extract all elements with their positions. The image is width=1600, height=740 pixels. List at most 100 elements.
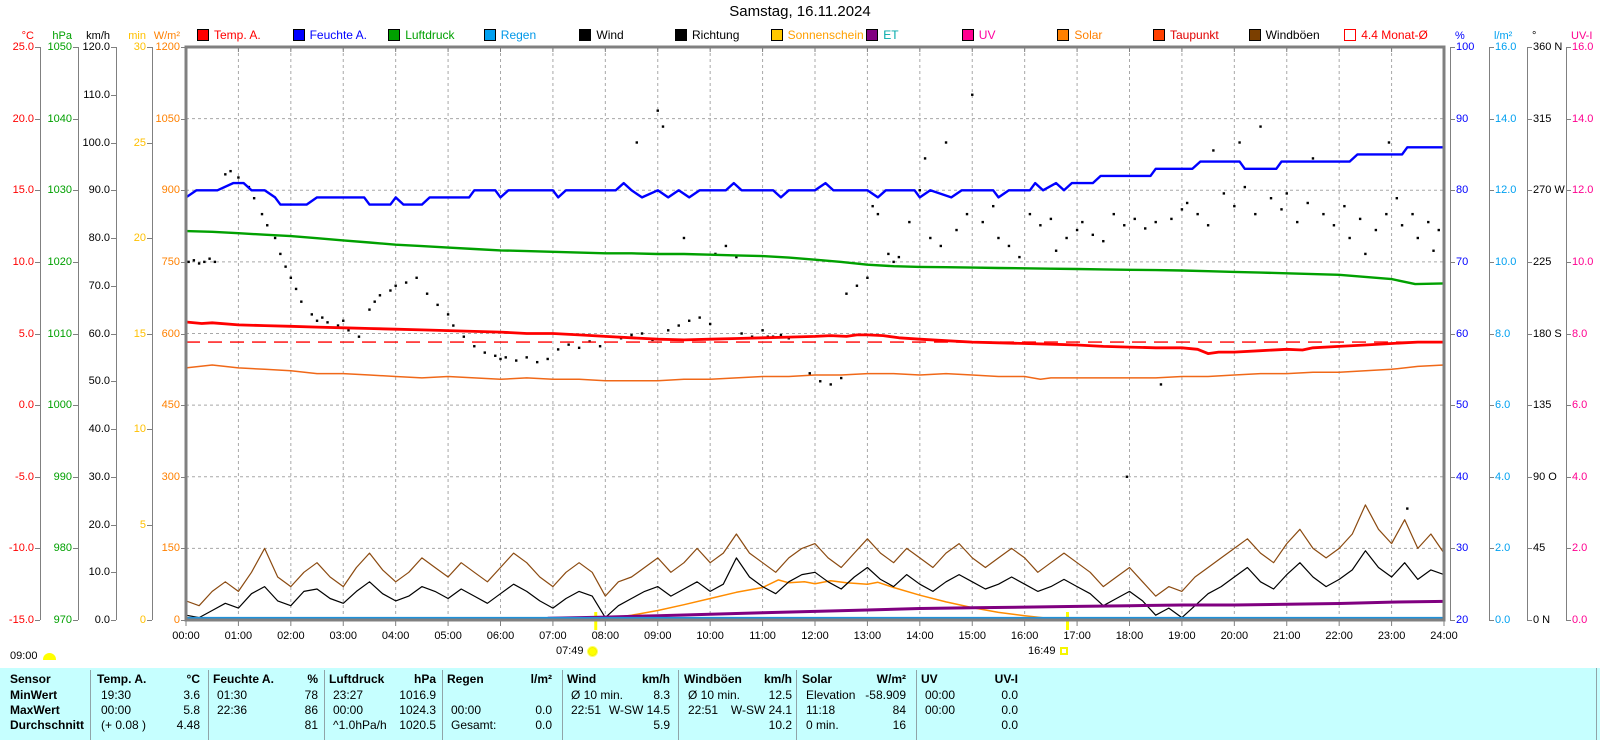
table-cell-value: 1016.9 (399, 688, 436, 702)
axis-tick (1527, 548, 1532, 550)
axis-label-km/h: 80.0 (88, 232, 110, 244)
axis-tick (1566, 333, 1571, 335)
stats-column-separator (796, 670, 797, 740)
axis-tick (1527, 261, 1532, 263)
axis-label-%: 20 (1456, 614, 1469, 626)
axis-tick (111, 47, 116, 48)
table-cell-value: -58.909 (865, 688, 906, 702)
axis-line-min (152, 47, 153, 620)
axis-tick (1566, 405, 1571, 407)
table-col-name: Luftdruck (329, 672, 385, 686)
axis-tick (73, 118, 78, 120)
table-cell-time: 22:36 (217, 703, 248, 717)
legend-label: Wind (596, 27, 624, 42)
axis-line-°C (40, 47, 41, 620)
table-cell-value: 16 (892, 718, 906, 732)
legend-swatch-icon (292, 28, 305, 41)
axis-label-hPa: 1020 (47, 255, 72, 268)
table-cell-value: W-SW 24.1 (730, 703, 792, 717)
axis-tick (1450, 620, 1455, 621)
x-tick-label: 09:00 (643, 630, 672, 642)
axis-label-km/h: 20.0 (88, 518, 110, 531)
table-cell-value: 81 (304, 718, 318, 732)
axis-tick (1450, 405, 1455, 407)
series-wind (186, 550, 1444, 619)
legend-item-taupunkt: Taupunkt (1153, 27, 1219, 42)
axis-label-hPa: 1010 (47, 327, 72, 340)
sunset-note: 16:49 (1028, 645, 1068, 657)
series-windb-en (186, 504, 1444, 607)
axis-tick (181, 620, 186, 621)
legend-item-regen: Regen (483, 27, 537, 42)
axis-tick (73, 261, 78, 263)
legend-swatch-icon (675, 28, 687, 41)
legend-label: Regen (500, 27, 537, 42)
legend-label: Solar (1074, 27, 1103, 42)
table-cell-value: 0.0 (535, 703, 552, 717)
axis-tick (35, 190, 40, 192)
axis-label-hPa: 980 (53, 542, 72, 555)
axis-tick (1527, 476, 1532, 478)
table-cell-time: Ø 10 min. (688, 688, 741, 702)
axis-tick (35, 548, 40, 550)
axis-tick (147, 238, 152, 239)
x-tick-label: 17:00 (1063, 630, 1091, 642)
stats-right-edge (1596, 668, 1597, 740)
table-col-name: Solar (802, 672, 833, 686)
axis-label-°: 270 W (1533, 184, 1565, 197)
axis-tick (1527, 620, 1532, 621)
x-tick-label: 01:00 (224, 630, 253, 642)
x-tick-label: 11:00 (749, 630, 776, 642)
stats-column-separator (90, 670, 91, 740)
legend-swatch-icon (1057, 28, 1070, 41)
axis-label-hPa: 1030 (47, 184, 72, 197)
legend-item-4-4-monat-: 4.4 Monat-Ø (1344, 27, 1428, 42)
axis-tick (111, 429, 116, 430)
legend-item-et: ET (866, 27, 899, 42)
axis-tick (1489, 333, 1494, 335)
axis-label-W/m²: 1200 (155, 41, 180, 53)
axis-label-l/m²: 6.0 (1495, 399, 1511, 412)
axis-unit-min: min (128, 30, 146, 42)
table-cell-time: Elevation (806, 688, 856, 702)
axis-tick (1450, 333, 1455, 335)
legend-item-solar: Solar (1057, 27, 1102, 42)
axis-label-hPa: 970 (53, 614, 72, 626)
axis-label-W/m²: 0 (173, 614, 180, 626)
axis-tick (1566, 118, 1571, 120)
axis-label-°C: 15.0 (12, 184, 34, 197)
axis-label-km/h: 60.0 (88, 327, 110, 340)
x-tick-label: 19:00 (1168, 630, 1196, 642)
legend-label: Windböen (1265, 27, 1320, 42)
legend-label: ET (883, 27, 899, 42)
table-cell-value: 4.48 (176, 718, 200, 732)
axis-label-km/h: 120.0 (82, 41, 110, 53)
axis-label-min: 30 (133, 41, 146, 53)
legend-label: Luftdruck (405, 27, 455, 42)
axis-tick (73, 476, 78, 478)
sunset-icon (1059, 647, 1068, 655)
axis-label-min: 20 (133, 232, 146, 244)
axis-tick (147, 142, 152, 144)
table-cell-time: 01:30 (217, 688, 248, 702)
x-tick-label: 07:00 (539, 630, 567, 642)
axis-label-W/m²: 300 (161, 470, 180, 483)
axis-label-%: 100 (1456, 41, 1475, 53)
axis-label-km/h: 100.0 (82, 136, 110, 149)
table-cell-value: 12.5 (768, 688, 792, 702)
axis-label-°: 45 (1533, 542, 1546, 555)
table-cell-value: 10.2 (768, 718, 792, 732)
legend-label: UV (978, 27, 996, 42)
axis-tick (1489, 405, 1494, 407)
x-tick-label: 22:00 (1325, 630, 1353, 642)
axis-tick (1489, 476, 1494, 478)
series-feuchte-a- (186, 146, 1444, 206)
axis-label-UV-I: 6.0 (1572, 399, 1588, 412)
table-cell-value: 8.3 (653, 688, 670, 702)
table-cell-time: 22:51 (571, 703, 602, 717)
x-tick-label: 10:00 (696, 630, 724, 642)
axis-label-°C: -15.0 (8, 614, 34, 626)
axis-label-km/h: 40.0 (88, 423, 110, 435)
axis-label-km/h: 110.0 (83, 88, 110, 101)
legend-item-sonnenschein: Sonnenschein (770, 27, 864, 42)
